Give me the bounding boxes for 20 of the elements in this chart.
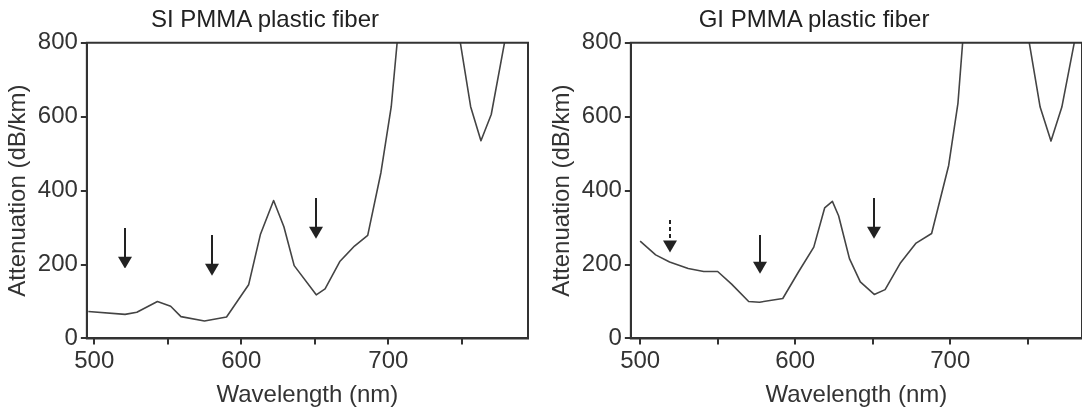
- y-tick-label: 600: [37, 101, 78, 129]
- x-tick-label: 700: [930, 346, 971, 374]
- y-tick-label: 400: [37, 175, 78, 203]
- x-tick-label: 500: [620, 346, 661, 374]
- x-axis-title: Wavelength (nm): [765, 380, 948, 408]
- y-tick-label: 0: [608, 323, 622, 351]
- chart-title: SI PMMA plastic fiber: [150, 5, 380, 33]
- x-tick-label: 600: [775, 346, 816, 374]
- y-tick-label: 400: [581, 175, 622, 203]
- y-axis-title: Attenuation (dB/km): [547, 84, 575, 297]
- y-tick-label: 800: [37, 27, 78, 55]
- y-tick-label: 800: [581, 27, 622, 55]
- y-tick-label: 600: [581, 101, 622, 129]
- x-axis-title: Wavelength (nm): [216, 380, 399, 408]
- y-axis-title: Attenuation (dB/km): [3, 84, 31, 297]
- y-tick-label: 200: [581, 249, 622, 277]
- x-tick-label: 600: [221, 346, 262, 374]
- y-tick-label: 200: [37, 249, 78, 277]
- chart-title: GI PMMA plastic fiber: [698, 5, 930, 33]
- x-tick-label: 700: [368, 346, 409, 374]
